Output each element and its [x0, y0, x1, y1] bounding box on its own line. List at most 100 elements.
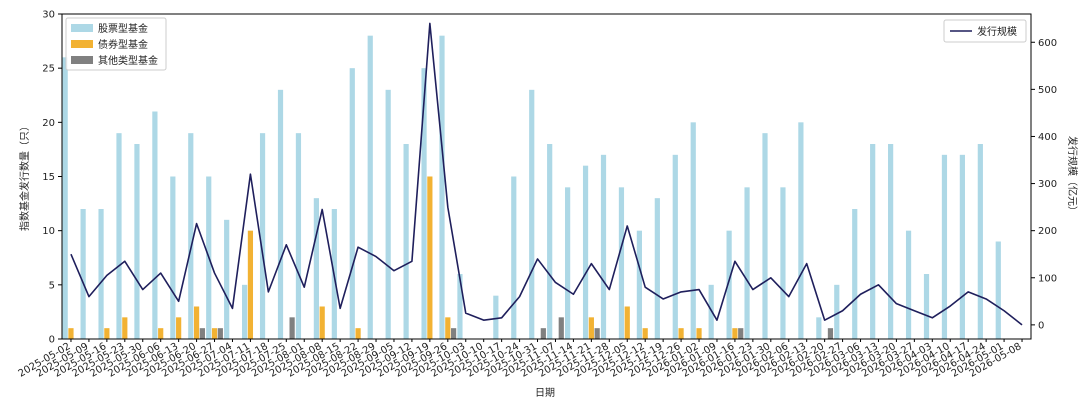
left-y-axis: 0 5 10 15 20 25 30 — [42, 10, 62, 346]
bar-0-33 — [654, 198, 660, 339]
bar-0-46 — [888, 144, 894, 339]
bar-0-38 — [744, 187, 750, 339]
left-tick-label-2: 10 — [42, 226, 55, 237]
bar-0-18 — [385, 89, 391, 339]
bar-0-27 — [547, 144, 553, 339]
right-tick-label-6: 600 — [1038, 38, 1057, 49]
bar-1-0 — [68, 328, 74, 339]
legend-swatch-stock-fund — [71, 24, 93, 32]
bar-0-2 — [98, 209, 104, 339]
bar-0-5 — [152, 111, 158, 339]
bar-0-14 — [313, 198, 319, 339]
bar-2-29 — [594, 328, 600, 339]
bar-0-26 — [529, 89, 535, 339]
bar-0-1 — [80, 209, 86, 339]
bar-0-43 — [834, 284, 840, 339]
bar-2-8 — [217, 328, 223, 339]
right-tick-label-4: 400 — [1038, 132, 1057, 143]
bar-1-16 — [355, 328, 361, 339]
bar-0-0 — [62, 57, 68, 339]
left-tick-label-1: 5 — [49, 280, 55, 291]
bar-0-32 — [636, 230, 642, 339]
right-tick-label-0: 0 — [1038, 320, 1044, 331]
bar-0-37 — [726, 230, 732, 339]
bar-1-7 — [193, 306, 200, 339]
x-axis-label: 日期 — [535, 387, 555, 399]
bar-0-34 — [672, 154, 678, 339]
legend-swatch-other-fund — [71, 56, 93, 64]
bar-0-10 — [242, 284, 248, 339]
bar-0-4 — [134, 144, 140, 339]
bar-0-36 — [708, 284, 714, 339]
bar-0-49 — [941, 154, 948, 339]
bar-1-29 — [588, 317, 594, 339]
bar-1-32 — [642, 328, 648, 339]
bar-1-5 — [158, 328, 164, 339]
left-tick-label-6: 30 — [42, 10, 55, 21]
line-layer — [70, 22, 1023, 326]
bar-legend: 股票型基金 债券型基金 其他类型基金 — [65, 17, 167, 71]
bar-0-9 — [224, 219, 230, 339]
bar-0-42 — [816, 317, 822, 339]
left-tick-label-3: 15 — [42, 172, 55, 183]
bar-0-28 — [565, 187, 571, 339]
bar-1-10 — [247, 230, 254, 339]
left-tick-label-5: 25 — [42, 64, 55, 75]
bar-1-34 — [678, 328, 684, 339]
legend-label-other-fund: 其他类型基金 — [98, 54, 158, 67]
bar-0-40 — [780, 187, 786, 339]
bar-0-12 — [277, 89, 284, 339]
bar-1-31 — [624, 306, 630, 339]
bar-0-52 — [995, 241, 1001, 339]
bar-0-44 — [852, 209, 858, 339]
right-tick-label-1: 100 — [1038, 273, 1057, 284]
bar-0-35 — [690, 122, 696, 339]
bar-2-21 — [451, 328, 457, 339]
bar-0-16 — [349, 68, 355, 340]
bar-1-14 — [319, 306, 325, 339]
bar-0-41 — [798, 122, 804, 339]
bar-0-39 — [762, 133, 768, 339]
right-tick-label-2: 200 — [1038, 226, 1057, 237]
bar-2-37 — [738, 328, 744, 339]
bar-0-50 — [959, 154, 965, 339]
bar-1-3 — [122, 317, 128, 339]
bar-0-24 — [493, 295, 499, 339]
line-legend-box — [943, 19, 1027, 43]
bar-0-29 — [582, 165, 589, 339]
bar-0-17 — [367, 35, 373, 340]
bar-1-8 — [211, 328, 218, 339]
bar-0-30 — [600, 154, 607, 339]
left-y-axis-label: 指数基金发行数量（只） — [18, 121, 31, 231]
bars-layer — [62, 35, 1001, 340]
bar-1-37 — [732, 328, 738, 339]
bar-0-11 — [259, 133, 266, 339]
left-tick-label-0: 0 — [49, 335, 55, 346]
bar-0-45 — [870, 144, 876, 339]
right-y-axis: 0 100 200 300 400 500 600 — [1031, 38, 1057, 331]
bar-0-21 — [439, 35, 445, 340]
x-axis: 2025-05-022025-05-092025-05-162025-05-23… — [17, 339, 1024, 380]
right-tick-label-3: 300 — [1038, 179, 1057, 190]
bar-2-27 — [558, 317, 564, 339]
bar-2-12 — [289, 317, 295, 339]
bar-1-35 — [696, 328, 702, 339]
bar-2-7 — [199, 328, 205, 339]
line-legend: 发行规模 — [943, 19, 1027, 43]
bar-0-48 — [923, 274, 930, 339]
bar-1-21 — [445, 317, 451, 339]
left-tick-label-4: 20 — [42, 118, 55, 129]
legend-label-issuance-scale: 发行规模 — [977, 25, 1017, 38]
bar-0-51 — [977, 144, 983, 339]
right-tick-label-5: 500 — [1038, 85, 1057, 96]
bar-0-6 — [170, 176, 176, 339]
legend-swatch-bond-fund — [71, 40, 93, 48]
legend-label-stock-fund: 股票型基金 — [98, 22, 148, 35]
right-y-axis-label: 发行规模（亿元） — [1066, 136, 1079, 216]
legend-label-bond-fund: 债券型基金 — [98, 38, 148, 51]
bar-1-2 — [104, 328, 110, 339]
bar-1-6 — [176, 317, 182, 339]
bar-2-42 — [827, 328, 834, 339]
bar-1-20 — [427, 176, 433, 339]
